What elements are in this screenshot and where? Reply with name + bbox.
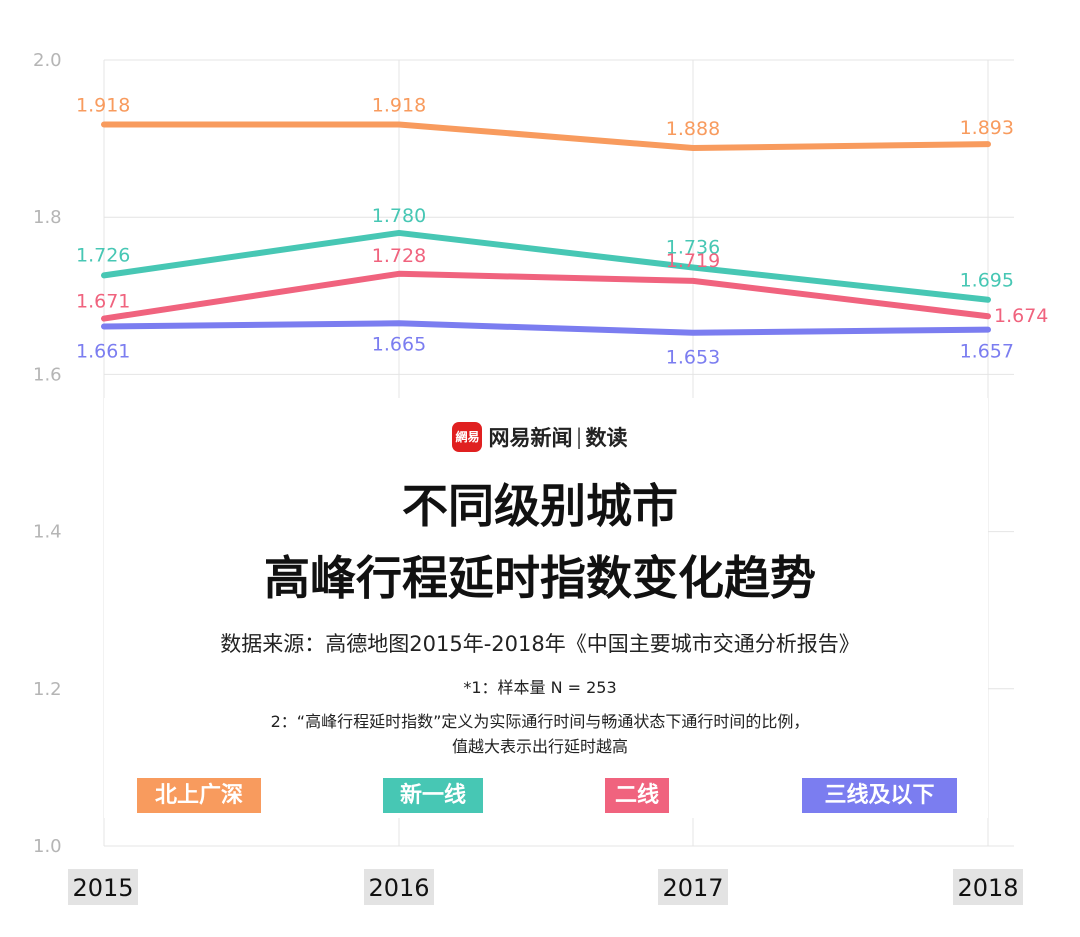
brand-separator: | (575, 425, 583, 449)
legend-item-new-tier1: 新一线 (383, 778, 483, 813)
brand-sub: 数读 (585, 426, 628, 450)
x-tick-label: 2018 (957, 874, 1018, 902)
info-panel (104, 398, 988, 818)
y-tick-label: 1.2 (33, 679, 62, 700)
y-tick-label: 2.0 (33, 50, 62, 71)
x-tick-label: 2017 (662, 874, 723, 902)
note-line3: 值越大表示出行延时越高 (451, 737, 628, 756)
x-tick-bg (68, 869, 138, 905)
data-label: 1.674 (994, 305, 1048, 327)
netease-logo-icon: 網易 (452, 422, 483, 452)
data-label: 1.653 (666, 347, 720, 369)
note-line1: *1：样本量 N = 253 (463, 678, 617, 697)
legend-item-tier3-below: 三线及以下 (802, 778, 957, 813)
data-label: 1.780 (372, 205, 426, 227)
data-label: 1.918 (76, 94, 130, 116)
legend-item-tier2: 二线 (605, 778, 669, 813)
x-tick-label: 2016 (368, 874, 429, 902)
data-label: 1.719 (666, 250, 720, 272)
series-line-4 (101, 320, 991, 336)
data-label: 1.665 (372, 333, 426, 355)
data-label: 1.726 (76, 244, 130, 266)
y-tick-label: 1.6 (33, 364, 62, 385)
data-label: 1.736 (666, 237, 720, 259)
data-label: 1.695 (960, 270, 1014, 292)
brand-name: 网易新闻 (488, 426, 573, 450)
data-label: 1.671 (76, 291, 130, 313)
legend-item-tier1: 北上广深 (137, 778, 261, 813)
note-line2: 2：“高峰行程延时指数”定义为实际通行时间与畅通状态下通行时间的比例， (270, 712, 810, 731)
data-label: 1.893 (960, 117, 1014, 139)
data-label: 1.657 (960, 341, 1014, 363)
series-line-3 (101, 270, 991, 322)
chart-title-line2: 高峰行程延时指数变化趋势 (264, 551, 816, 605)
brand-header: 網易 网易新闻 | 数读 (0, 422, 1080, 452)
data-source: 数据来源：高德地图2015年-2018年《中国主要城市交通分析报告》 (220, 632, 860, 656)
data-label: 1.728 (372, 245, 426, 267)
data-label: 1.888 (666, 118, 720, 140)
series-line-1 (101, 121, 991, 152)
y-tick-label: 1.0 (33, 836, 62, 857)
x-tick-bg (364, 869, 434, 905)
x-tick-bg (658, 869, 728, 905)
series-line-2 (101, 229, 991, 303)
x-tick-label: 2015 (72, 874, 133, 902)
data-label: 1.661 (76, 340, 130, 362)
chart-title-line1: 不同级别城市 (402, 479, 678, 533)
x-tick-bg (953, 869, 1023, 905)
y-tick-label: 1.8 (33, 207, 62, 228)
data-label: 1.918 (372, 94, 426, 116)
y-tick-label: 1.4 (33, 522, 62, 543)
